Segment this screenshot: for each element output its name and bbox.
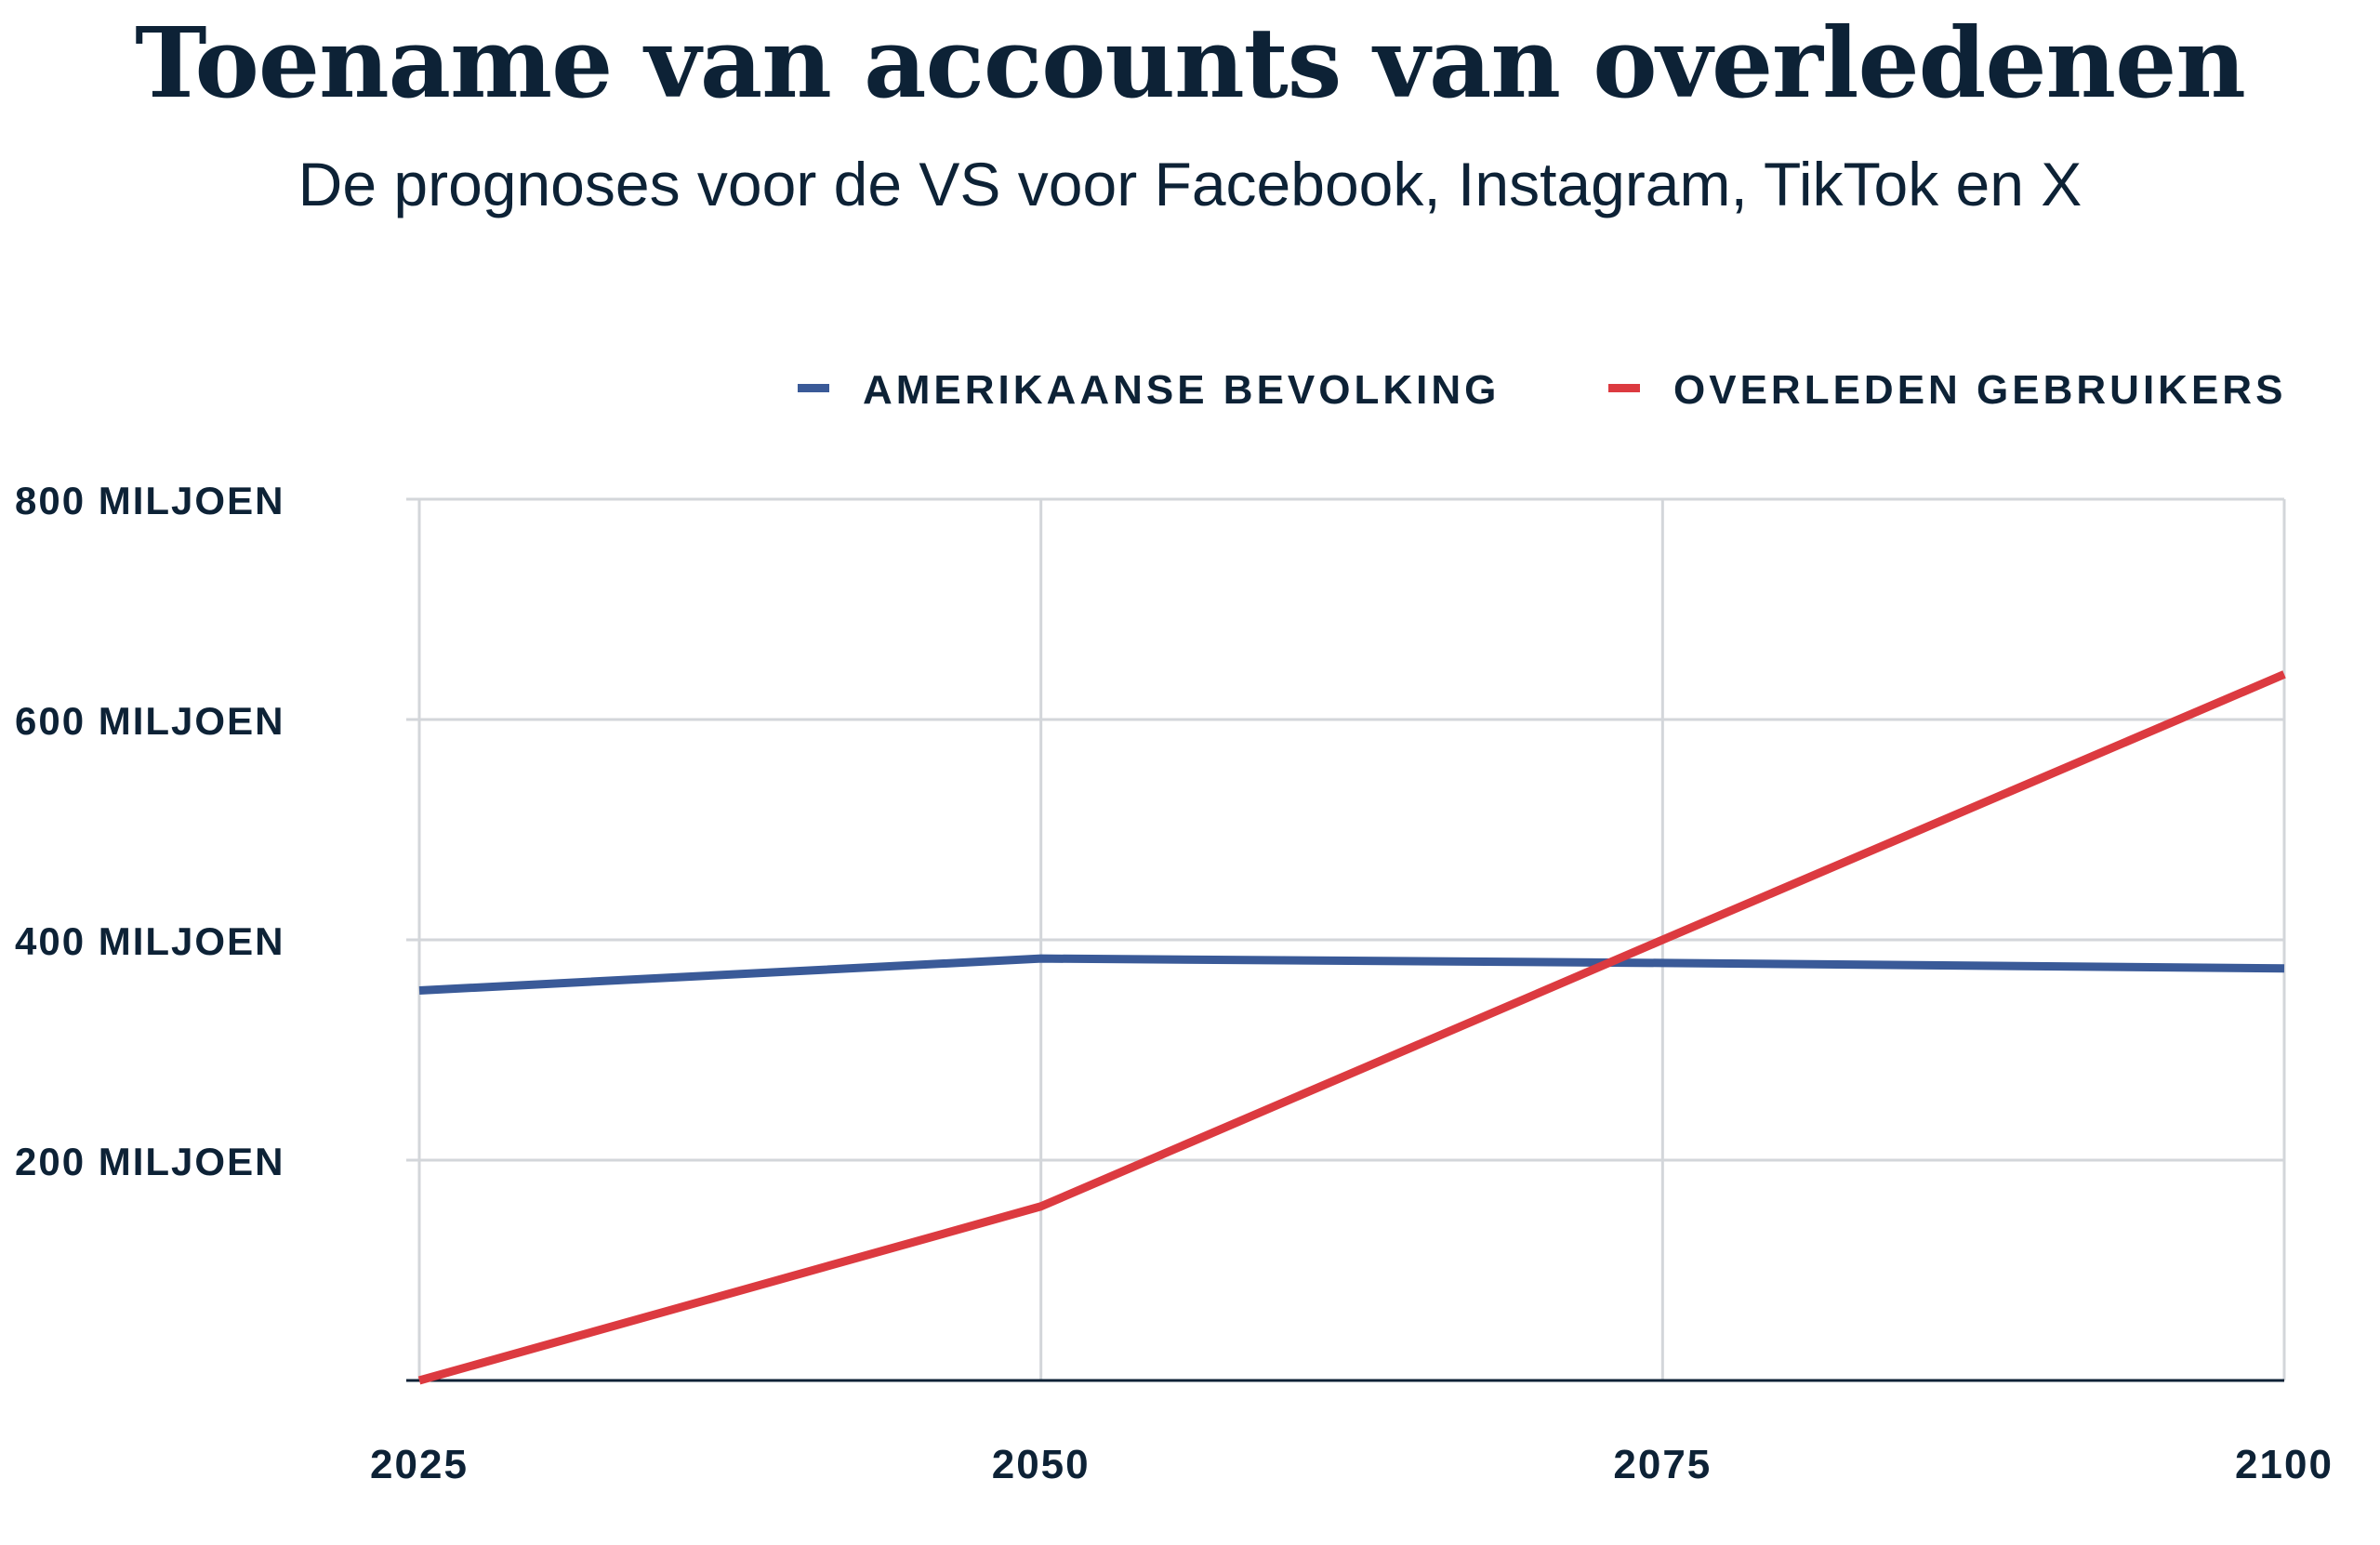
legend: AMERIKAANSE BEVOLKING OVERLEDEN GEBRUIKER… (798, 367, 2286, 413)
x-tick-label: 2050 (992, 1442, 1091, 1487)
legend-swatch (798, 384, 829, 392)
x-tick-label: 2075 (1613, 1442, 1712, 1487)
legend-swatch (1608, 384, 1640, 392)
x-tick-label: 2025 (370, 1442, 469, 1487)
axes: 200 MILJOEN 400 MILJOEN 600 MILJOEN 800 MIL… (15, 479, 2334, 1487)
y-tick-label: 400 MILJOEN (15, 919, 284, 963)
chart-title: Toename van accounts van overledenen (135, 6, 2246, 120)
series-lines (417, 670, 2286, 1385)
chart-subtitle: De prognoses voor de VS voor Facebook, I… (298, 150, 2082, 218)
y-tick-label: 800 MILJOEN (15, 479, 284, 522)
x-tick-label: 2100 (2235, 1442, 2334, 1487)
series-line-deceased-users (417, 670, 2286, 1385)
y-tick-label: 600 MILJOEN (15, 699, 284, 743)
y-tick-label: 200 MILJOEN (15, 1140, 284, 1183)
series-line-population (418, 954, 2285, 996)
legend-label: OVERLEDEN GEBRUIKERS (1673, 367, 2286, 413)
grid (406, 497, 2286, 1380)
legend-label: AMERIKAANSE BEVOLKING (863, 367, 1500, 413)
